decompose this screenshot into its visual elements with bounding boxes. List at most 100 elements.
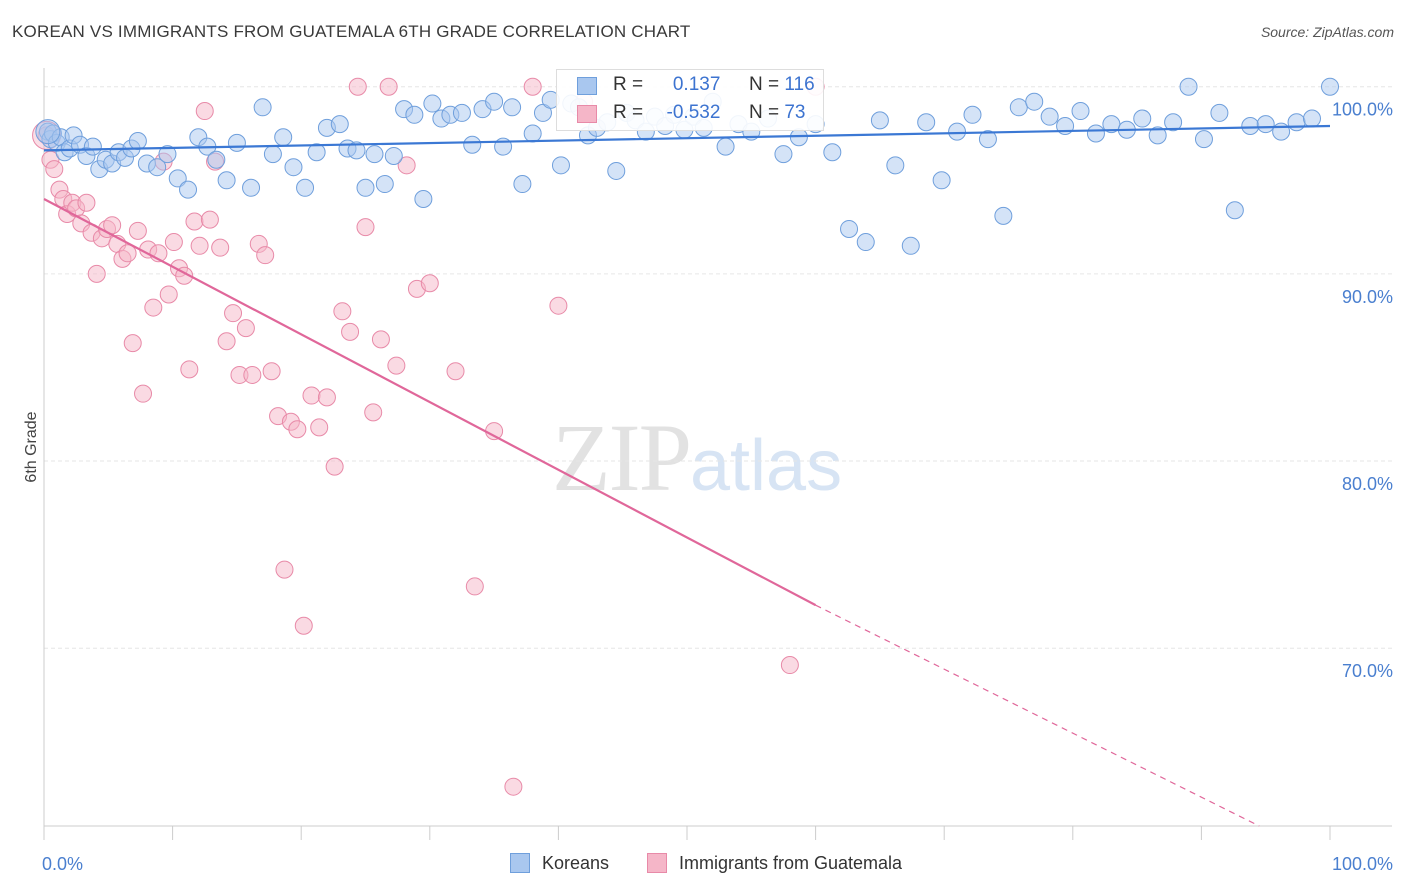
guatemala-point [310,418,329,437]
korean-point [1302,109,1321,128]
korean-point [1321,77,1339,96]
guatemala-point [128,221,147,240]
korean-point [423,94,442,113]
korean-n-label: N = [748,74,780,95]
korean-point [774,145,793,164]
korean-point [1241,117,1260,136]
guatemala-point [333,302,352,321]
korean-point [217,171,236,190]
guatemala-point [45,160,64,179]
y-axis-title: 6th Grade [23,411,40,482]
guatemala-point [87,264,106,283]
guatemala-point [549,296,568,315]
guatemala-point [144,298,163,317]
korean-point [242,178,261,197]
korean-point [1086,124,1105,143]
koreans-legend-swatch [510,853,530,873]
koreans-legend-label: Koreans [542,853,610,873]
guatemala-point [379,77,398,96]
korean-point [35,119,61,145]
korean-point [168,169,187,188]
guatemala-point [420,274,439,293]
korean-point [917,113,936,132]
guatemala-point [275,560,294,579]
guatemala-trend-extension [815,604,1260,827]
guatemala-point [387,356,406,375]
korean-point [179,180,198,199]
guatemala-point [243,365,262,384]
korean-point [347,141,366,160]
korean-point [330,115,349,134]
guatemala-point [123,334,142,353]
guatemala-point [348,77,367,96]
korean-point [253,98,272,117]
korean-point [523,124,542,143]
korean-point [405,105,424,124]
korean-point [284,158,303,177]
guatemala-point [200,210,219,229]
guatemala-point [159,285,178,304]
korean-point [607,161,626,180]
korean-point [1009,98,1028,117]
korean-n-value: 116 [784,74,815,95]
guatemala-point [185,212,204,231]
korean-point [870,111,889,130]
guatemala-n-value: 73 [784,102,806,123]
korean-point [207,150,226,169]
chart-title: KOREAN VS IMMIGRANTS FROM GUATEMALA 6TH … [12,22,691,41]
korean-point [948,122,967,141]
grid-lines [44,86,1392,649]
guatemala-point [118,244,137,263]
guatemala-point [180,360,199,379]
y-tick-label: 90.0% [1342,287,1393,307]
stats-text-guatemala: R = -0.532 N = 73 [613,102,805,124]
korean-point [227,133,246,152]
korean-r-label: R = [613,74,644,95]
guatemala-point [294,616,313,635]
korean-point [1210,103,1229,122]
guatemala-point [256,246,275,265]
korean-point [823,143,842,162]
korean-trend-line [43,124,1331,152]
korean-point [375,175,394,194]
korean-point [83,137,102,156]
guatemala-point [364,403,383,422]
korean-point [128,131,147,150]
guatemala-point [190,236,209,255]
guatemala-point [317,388,336,407]
korean-point [1133,109,1152,128]
korean-point [1040,107,1059,126]
korean-point [1225,201,1244,220]
guatemala-legend-label: Immigrants from Guatemala [679,853,903,873]
korean-point [452,103,471,122]
korean-point [1071,102,1090,121]
korean-point [365,145,384,164]
watermark-zip: ZIP [552,404,692,511]
korean-points [35,77,1339,255]
korean-point [716,137,735,156]
guatemala-point [446,362,465,381]
korean-point [158,145,177,164]
korean-swatch [577,77,597,95]
guatemala-point [211,238,230,257]
guatemala-point [134,384,153,403]
korean-point [274,128,293,147]
y-tick-label: 80.0% [1342,474,1393,494]
x-tick-label: 100.0% [1332,854,1393,874]
korean-point [886,156,905,175]
guatemala-point [77,193,96,212]
korean-point [1025,92,1044,111]
korean-point [901,236,920,255]
guatemala-point [397,156,416,175]
guatemala-n-label: N = [748,102,780,123]
guatemala-legend-swatch [647,853,667,873]
guatemala-point [302,386,321,405]
korean-point [978,130,997,149]
axes [43,68,1392,840]
korean-point [307,143,326,162]
axis-labels: 70.0% 80.0% 90.0% 100.0% 0.0% 100.0% 6th Grade [23,100,1393,874]
korean-point [485,92,504,111]
korean-point [1272,122,1291,141]
guatemala-point [195,102,214,121]
guatemala-r-value: -0.532 [666,102,721,123]
